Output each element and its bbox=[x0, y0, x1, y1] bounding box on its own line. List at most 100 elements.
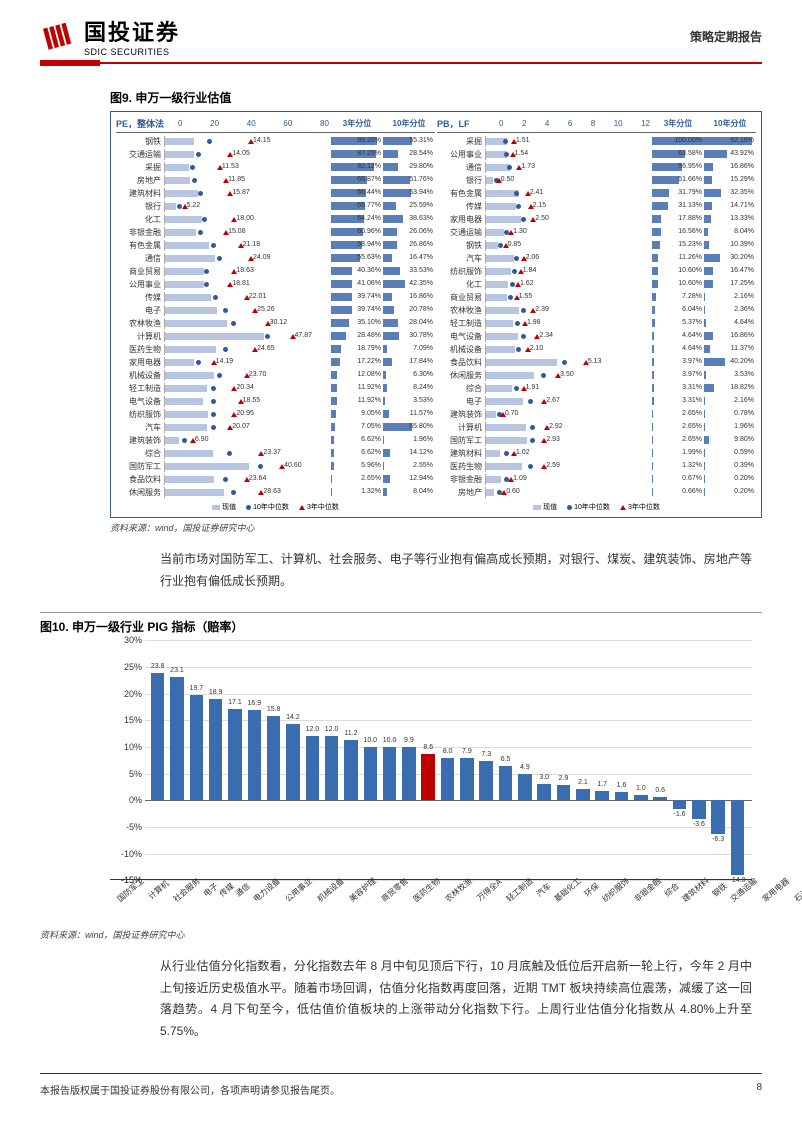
chart-row: 有色金属2.4131.79%32.35% bbox=[437, 187, 756, 200]
chart-row: 通信24.0955.63%16.47% bbox=[116, 252, 435, 265]
chart-row: 传媒22.0139.74%16.86% bbox=[116, 291, 435, 304]
bar-col: 8.0 bbox=[438, 640, 457, 879]
chart-row: 家用电器2.5017.88%13.33% bbox=[437, 213, 756, 226]
chart-row: 汽车2.0611.26%30.20% bbox=[437, 252, 756, 265]
chart-row: 化工18.0064.24%38.63% bbox=[116, 213, 435, 226]
chart-row: 农林牧渔30.1235.10%28.04% bbox=[116, 317, 435, 330]
chart-row: 采掘11.5382.12%29.80% bbox=[116, 161, 435, 174]
bar-col: 1.0 bbox=[631, 640, 650, 879]
chart-row: 食品饮料23.642.65%12.94% bbox=[116, 473, 435, 486]
chart-row: 综合1.913.31%18.82% bbox=[437, 382, 756, 395]
chart-row: 电气设备2.344.64%16.86% bbox=[437, 330, 756, 343]
chart-row: 房地产0.600.66%0.20% bbox=[437, 486, 756, 499]
chart-row: 公用事业18.8141.06%42.35% bbox=[116, 278, 435, 291]
bar-col: 9.9 bbox=[399, 640, 418, 879]
chart-row: 食品饮料5.133.97%40.20% bbox=[437, 356, 756, 369]
logo: 国投证券 SDIC SECURITIES bbox=[40, 15, 180, 57]
bar-col: 11.2 bbox=[341, 640, 360, 879]
bar-col: -14.0 bbox=[728, 640, 747, 879]
bar-col: 7.9 bbox=[457, 640, 476, 879]
fig9-title: 图9. 申万一级行业估值 bbox=[110, 89, 762, 106]
chart-row: 轻工制造20.3411.92%8.24% bbox=[116, 382, 435, 395]
chart-row: 建筑装饰6.906.62%1.96% bbox=[116, 434, 435, 447]
bar-col: 2.1 bbox=[573, 640, 592, 879]
chart-row: 轻工制造1.985.37%4.64% bbox=[437, 317, 756, 330]
bar-col: -3.6 bbox=[689, 640, 708, 879]
chart-row: 非银金融1.090.67%0.20% bbox=[437, 473, 756, 486]
bar-col: 18.9 bbox=[206, 640, 225, 879]
chart-row: 建筑材料15.8766.44%53.94% bbox=[116, 187, 435, 200]
chart-row: 家用电器14.1917.22%17.84% bbox=[116, 356, 435, 369]
chart-row: 电气设备18.5511.92%3.53% bbox=[116, 395, 435, 408]
bar-col: 4.9 bbox=[515, 640, 534, 879]
chart-row: 医药生物2.591.32%0.39% bbox=[437, 460, 756, 473]
chart-row: 综合23.376.62%14.12% bbox=[116, 447, 435, 460]
chart-row: 交通运输14.0587.25%28.54% bbox=[116, 148, 435, 161]
chart-row: 钢铁14.1589.26%55.31% bbox=[116, 135, 435, 148]
bar-col: 12.0 bbox=[303, 640, 322, 879]
header-divider bbox=[40, 62, 762, 64]
bar-col: -1.6 bbox=[670, 640, 689, 879]
bar-col: 17.1 bbox=[225, 640, 244, 879]
chart-row: 电子25.2639.74%20.78% bbox=[116, 304, 435, 317]
bar-col: -6.3 bbox=[709, 640, 728, 879]
chart-row: 电子2.673.31%2.16% bbox=[437, 395, 756, 408]
chart-row: 商业贸易1.557.28%2.16% bbox=[437, 291, 756, 304]
bar-col: 10.0 bbox=[380, 640, 399, 879]
chart-row: 公用事业1.5463.58%43.92% bbox=[437, 148, 756, 161]
page-header: 国投证券 SDIC SECURITIES 策略定期报告 bbox=[40, 15, 762, 57]
logo-en: SDIC SECURITIES bbox=[84, 47, 180, 57]
body-text-2: 从行业估值分化指数看，分化指数去年 8 月中旬见顶后下行，10 月底触及低位后开… bbox=[160, 956, 752, 1042]
chart-row: 休闲服务28.631.32%8.04% bbox=[116, 486, 435, 499]
bar-col: 23.1 bbox=[167, 640, 186, 879]
chart-row: 纺织服饰1.8410.60%16.47% bbox=[437, 265, 756, 278]
fig10-title: 图10. 申万一级行业 PIG 指标（赔率） bbox=[40, 618, 762, 635]
bar-col: 8.6 bbox=[419, 640, 438, 879]
chart-row: 非银金融15.0860.96%26.06% bbox=[116, 226, 435, 239]
fig10-chart: -15% -15%-10%-5%0%5%10%15%20%25%30%23.82… bbox=[70, 640, 762, 898]
fig9-left-panel: PE，整体法0204060803年分位10年分位钢铁14.1589.26%55.… bbox=[116, 117, 435, 512]
chart-row: 汽车20.077.05%55.80% bbox=[116, 421, 435, 434]
chart-row: 国防军工2.932.65%9.80% bbox=[437, 434, 756, 447]
report-type: 策略定期报告 bbox=[690, 28, 762, 45]
chart-row: 通信1.7356.95%16.86% bbox=[437, 161, 756, 174]
chart-row: 钢铁0.8515.23%10.39% bbox=[437, 239, 756, 252]
chart-row: 休闲服务3.503.97%3.53% bbox=[437, 369, 756, 382]
chart-row: 银行0.5051.66%15.29% bbox=[437, 174, 756, 187]
chart-row: 计算机47.8728.48%30.78% bbox=[116, 330, 435, 343]
chart-row: 交通运输1.3016.56%8.04% bbox=[437, 226, 756, 239]
chart-row: 纺织服饰20.959.05%11.57% bbox=[116, 408, 435, 421]
bar-col: 6.5 bbox=[496, 640, 515, 879]
chart-row: 传媒2.1531.13%14.71% bbox=[437, 200, 756, 213]
bar-col: 10.0 bbox=[361, 640, 380, 879]
chart-row: 商业贸易18.6340.36%33.53% bbox=[116, 265, 435, 278]
bar-col: 16.9 bbox=[245, 640, 264, 879]
chart-row: 农林牧渔2.396.04%2.36% bbox=[437, 304, 756, 317]
chart-row: 建筑装饰0.702.65%0.78% bbox=[437, 408, 756, 421]
logo-icon bbox=[40, 18, 76, 54]
chart-row: 机械设备2.104.64%11.37% bbox=[437, 343, 756, 356]
bar-col: 3.0 bbox=[535, 640, 554, 879]
divider bbox=[40, 612, 762, 613]
chart-row: 采掘1.51100.00%92.16% bbox=[437, 135, 756, 148]
bar-col: 2.9 bbox=[554, 640, 573, 879]
chart-row: 房地产11.8568.87%51.76% bbox=[116, 174, 435, 187]
fig9-source: 资料来源：wind，国投证券研究中心 bbox=[110, 521, 762, 534]
footer-left: 本报告版权属于国投证券股份有限公司，各项声明请参见报告尾页。 bbox=[40, 1082, 340, 1097]
fig9-right-panel: PB，LF0246810123年分位10年分位采掘1.51100.00%92.1… bbox=[437, 117, 756, 512]
chart-row: 机械设备23.7012.08%6.30% bbox=[116, 369, 435, 382]
bar-col: 12.0 bbox=[322, 640, 341, 879]
body-text-1: 当前市场对国防军工、计算机、社会服务、电子等行业抱有偏高成长预期，对银行、煤炭、… bbox=[160, 549, 752, 592]
page-number: 8 bbox=[756, 1082, 762, 1097]
bar-col: 1.7 bbox=[593, 640, 612, 879]
bar-col: 15.8 bbox=[264, 640, 283, 879]
bar-col: 23.8 bbox=[148, 640, 167, 879]
fig10-source: 资料来源：wind，国投证券研究中心 bbox=[40, 928, 762, 941]
bar-col: 1.6 bbox=[612, 640, 631, 879]
chart-row: 计算机2.922.65%1.96% bbox=[437, 421, 756, 434]
chart-row: 银行5.2265.77%25.59% bbox=[116, 200, 435, 213]
chart-row: 建筑材料1.021.99%0.59% bbox=[437, 447, 756, 460]
fig9-chart: PE，整体法0204060803年分位10年分位钢铁14.1589.26%55.… bbox=[110, 111, 762, 518]
bar-col: 14.2 bbox=[283, 640, 302, 879]
footer: 本报告版权属于国投证券股份有限公司，各项声明请参见报告尾页。 8 bbox=[40, 1073, 762, 1097]
